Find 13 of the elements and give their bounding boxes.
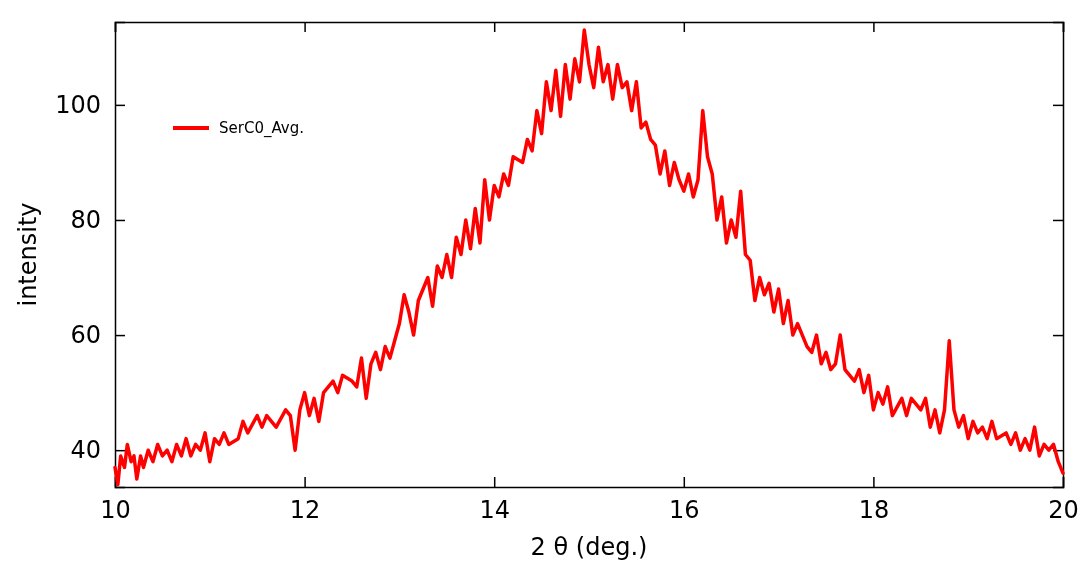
x-tick-label: 20: [1048, 496, 1079, 525]
y-tick-label: 40: [70, 436, 101, 465]
y-tick-label: 60: [70, 321, 101, 350]
y-tick-label: 100: [55, 91, 101, 120]
x-tick-label: 12: [289, 496, 321, 525]
x-tick-label: 10: [100, 496, 131, 525]
legend-label: SerC0_Avg.: [219, 119, 304, 138]
x-tick-label: 16: [669, 496, 700, 525]
y-tick-label: 80: [70, 206, 101, 235]
y-axis-title: intensity: [14, 202, 42, 307]
x-axis-title: 2 θ (deg.): [530, 533, 648, 561]
x-tick-label: 14: [479, 496, 510, 525]
x-tick-label: 18: [858, 496, 890, 525]
